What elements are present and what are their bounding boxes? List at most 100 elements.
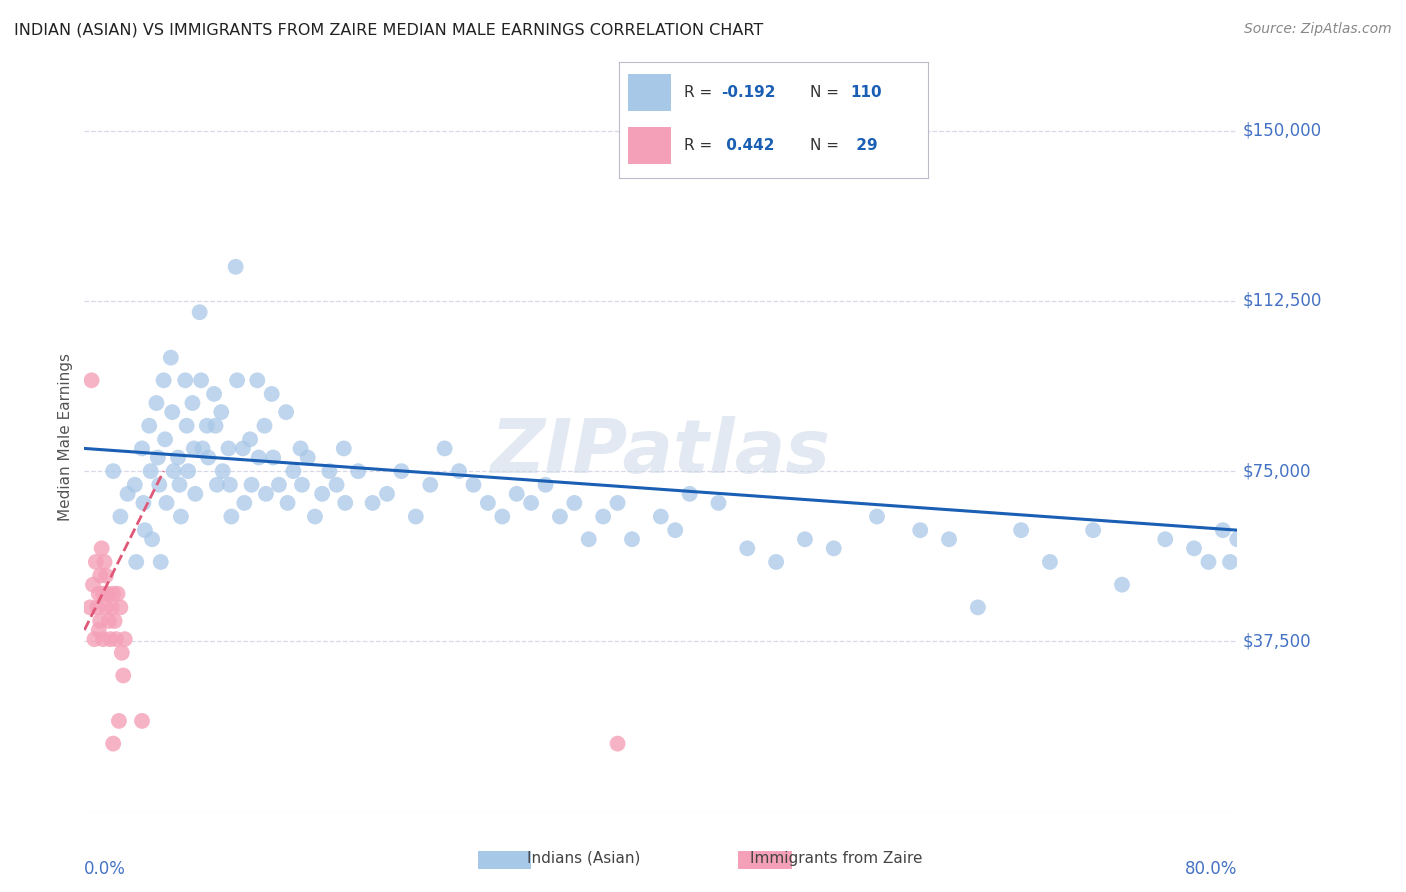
Point <box>794 533 817 547</box>
Point <box>650 509 672 524</box>
Text: 0.442: 0.442 <box>721 138 775 153</box>
Point <box>240 477 263 491</box>
Point <box>333 442 356 456</box>
Point <box>823 541 845 556</box>
Point <box>260 387 283 401</box>
Point <box>910 523 932 537</box>
Point <box>183 442 205 456</box>
Point <box>138 418 160 433</box>
Point <box>221 509 243 524</box>
Point <box>548 509 571 524</box>
Point <box>98 632 121 647</box>
Point <box>170 509 193 524</box>
Point <box>141 533 163 547</box>
Point <box>664 523 686 537</box>
Point <box>145 396 167 410</box>
Point <box>253 418 276 433</box>
Text: R =: R = <box>683 85 717 100</box>
Point <box>89 614 111 628</box>
Point <box>148 477 170 491</box>
Point <box>97 614 120 628</box>
Text: 110: 110 <box>851 85 882 100</box>
Text: 29: 29 <box>851 138 877 153</box>
Point <box>375 487 398 501</box>
Point <box>520 496 543 510</box>
Point <box>79 600 101 615</box>
Point <box>318 464 340 478</box>
Point <box>80 373 103 387</box>
Point <box>117 487 139 501</box>
FancyBboxPatch shape <box>628 74 671 112</box>
Point <box>153 433 176 447</box>
Point <box>103 464 124 478</box>
Point <box>1219 555 1241 569</box>
Point <box>1083 523 1105 537</box>
Point <box>184 487 207 501</box>
Point <box>246 373 269 387</box>
Point <box>84 555 107 569</box>
Point <box>606 496 628 510</box>
Point <box>146 450 169 465</box>
Point <box>96 587 118 601</box>
Point <box>155 496 177 510</box>
Point <box>176 418 198 433</box>
Point <box>592 509 614 524</box>
Point <box>105 632 128 647</box>
Point <box>167 450 190 465</box>
Point <box>94 600 117 615</box>
Point <box>347 464 370 478</box>
Point <box>276 405 298 419</box>
Point <box>188 305 211 319</box>
Point <box>218 442 240 456</box>
Point <box>191 442 214 456</box>
Point <box>86 600 108 615</box>
Point <box>606 737 628 751</box>
Point <box>419 477 441 491</box>
Point <box>111 646 134 660</box>
Point <box>226 373 249 387</box>
Point <box>463 477 485 491</box>
Point <box>621 533 644 547</box>
Point <box>90 541 112 556</box>
Point <box>283 464 305 478</box>
Point <box>103 587 124 601</box>
Point <box>297 450 319 465</box>
Point <box>89 568 111 582</box>
Point <box>564 496 586 510</box>
Point <box>94 568 117 582</box>
Point <box>1010 523 1032 537</box>
Point <box>197 450 219 465</box>
Point <box>110 600 132 615</box>
Point <box>361 496 384 510</box>
Point <box>209 405 232 419</box>
Point <box>506 487 529 501</box>
Point <box>83 632 105 647</box>
Point <box>225 260 247 274</box>
Point <box>866 509 889 524</box>
Point <box>152 373 174 387</box>
Text: Immigrants from Zaire: Immigrants from Zaire <box>751 851 922 865</box>
Point <box>1182 541 1205 556</box>
Point <box>247 450 270 465</box>
Point <box>160 351 183 365</box>
Point <box>477 496 499 510</box>
Point <box>1226 533 1249 547</box>
Point <box>93 555 115 569</box>
Point <box>290 442 312 456</box>
Point <box>325 477 347 491</box>
Point <box>277 496 299 510</box>
Point <box>1198 555 1220 569</box>
Text: N =: N = <box>810 138 844 153</box>
Point <box>204 418 226 433</box>
Point <box>335 496 357 510</box>
Point <box>124 477 146 491</box>
Point <box>1039 555 1062 569</box>
Text: $112,500: $112,500 <box>1243 292 1323 310</box>
Point <box>163 464 186 478</box>
Point <box>110 509 132 524</box>
Point <box>967 600 990 615</box>
FancyBboxPatch shape <box>628 128 671 164</box>
Point <box>112 668 135 682</box>
Point <box>91 587 114 601</box>
Point <box>107 587 129 601</box>
